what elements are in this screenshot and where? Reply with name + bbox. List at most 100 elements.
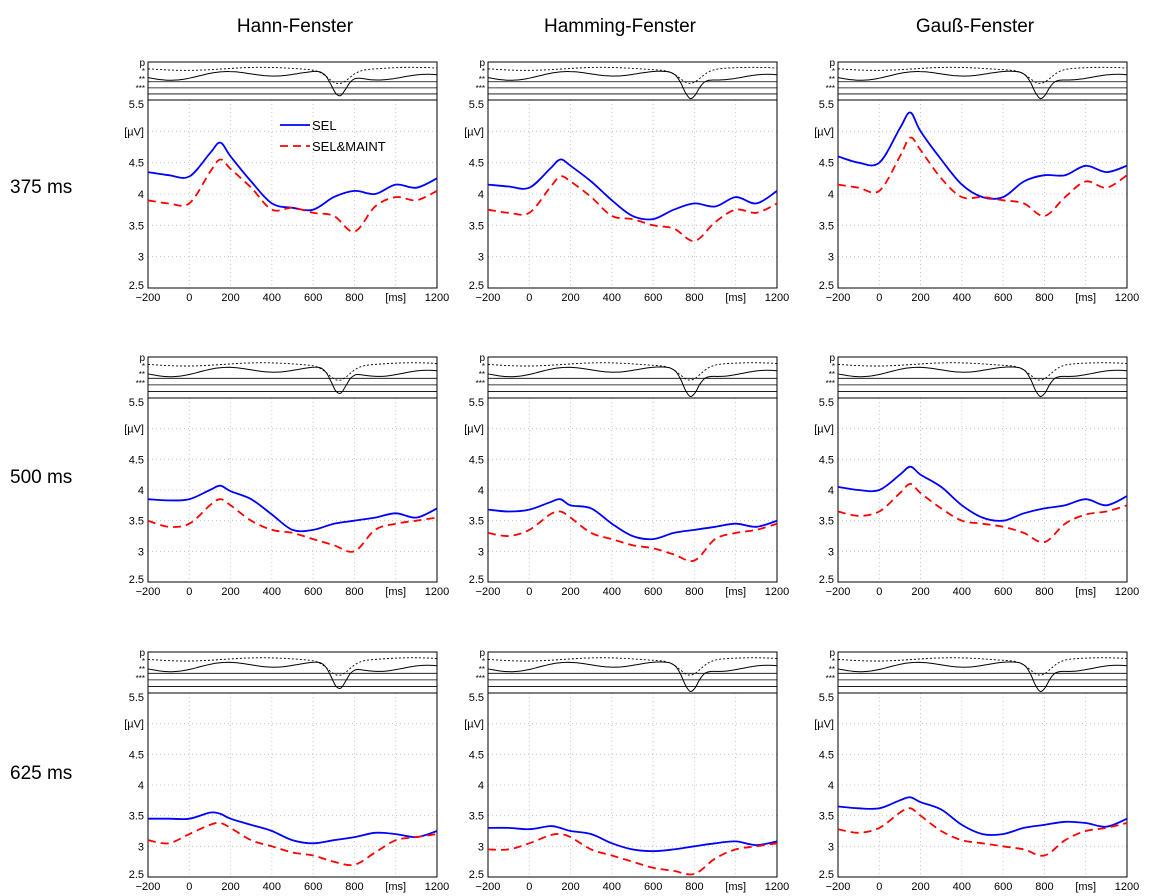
x-tick-label: −200 — [136, 586, 161, 598]
x-tick-label: 1200 — [1115, 292, 1139, 304]
pvalue-label: * — [832, 657, 835, 666]
y-tick-label: 4 — [828, 189, 834, 201]
pvalue-strip: p****** — [476, 353, 778, 399]
y-tick-label: 4.5 — [469, 454, 484, 466]
y-tick-label: 3.5 — [819, 220, 834, 232]
erp-plot: 2.5 3 3.5 4 4.5 [µV] 5.5 −200 0 200 400 600 800 1200 [… — [814, 692, 1139, 893]
y-axis-unit: [µV] — [814, 424, 834, 436]
y-tick-label: 4.5 — [819, 158, 834, 170]
legend: SEL SEL&MAINT — [280, 118, 386, 154]
x-axis-unit: [ms] — [385, 586, 406, 598]
x-tick-label: −200 — [826, 881, 851, 893]
pvalue-strip: p****** — [136, 58, 438, 101]
y-tick-label: 5.5 — [129, 692, 144, 704]
x-tick-label: 400 — [263, 586, 281, 598]
series-sel-line — [837, 796, 1128, 836]
x-tick-label: 600 — [994, 586, 1012, 598]
series-sel-line — [147, 811, 438, 845]
x-tick-label: 200 — [911, 586, 929, 598]
y-tick-label: 2.5 — [469, 869, 484, 881]
pvalue-label: p — [829, 58, 835, 69]
x-axis-unit: [ms] — [1075, 586, 1096, 598]
erp-plot: 2.5 3 3.5 4 4.5 [µV] 5.5 −200 0 200 400 600 800 1200 [… — [464, 692, 789, 893]
pvalue-label: p — [479, 58, 485, 69]
y-tick-label: 5.5 — [819, 99, 834, 111]
plot-frame — [837, 692, 1128, 878]
x-tick-label: 200 — [561, 292, 579, 304]
pvalue-label: ** — [479, 75, 485, 84]
y-tick-label: 3 — [478, 841, 484, 853]
x-tick-label: 600 — [994, 881, 1012, 893]
pvalue-trace-solid — [147, 661, 438, 689]
x-tick-label: 800 — [1035, 292, 1053, 304]
pvalue-strip-frame — [487, 356, 778, 399]
legend-label-sel-maint: SEL&MAINT — [312, 139, 386, 154]
panel-9: p******2.533.544.5[µV]5.5−200 0 200 400 600 8… — [814, 648, 1139, 893]
x-tick-label: −200 — [136, 292, 161, 304]
y-axis-unit: [µV] — [464, 719, 484, 731]
pvalue-strip: p****** — [826, 648, 1128, 694]
series-sel-maint-line — [147, 821, 438, 867]
pvalue-label: *** — [476, 84, 485, 93]
pvalue-label: *** — [826, 84, 835, 93]
panel-7: p******2.533.544.5[µV]5.5−200 0 200 400 600 8… — [124, 648, 449, 893]
y-tick-label: 3 — [138, 841, 144, 853]
erp-plot: 2.5 3 3.5 4 4.5 [µV] 5.5 −200 0 200 400 600 800 1200 [… — [464, 99, 789, 304]
y-tick-label: 5.5 — [129, 397, 144, 409]
pvalue-strip: p****** — [476, 648, 778, 694]
x-tick-label: 1200 — [425, 586, 449, 598]
x-tick-label: 800 — [1035, 881, 1053, 893]
series-sel-line — [487, 825, 778, 853]
pvalue-strip: p****** — [136, 648, 438, 694]
column-title-hamming: Hamming-Fenster — [544, 16, 697, 37]
y-tick-label: 3 — [478, 546, 484, 558]
pvalue-strip-frame — [147, 651, 438, 694]
pvalue-label: * — [482, 362, 485, 371]
y-tick-label: 3 — [828, 546, 834, 558]
y-tick-label: 2.5 — [819, 869, 834, 881]
series-sel-line — [837, 465, 1128, 522]
series-sel-maint-line — [837, 482, 1128, 544]
panel-2: p******2.533.544.5[µV]5.5−200 0 200 400 600 8… — [464, 58, 789, 304]
y-tick-label: 3.5 — [819, 516, 834, 528]
pvalue-label: *** — [136, 674, 145, 683]
x-tick-label: 0 — [876, 881, 882, 893]
panel-8: p******2.533.544.5[µV]5.5−200 0 200 400 600 8… — [464, 648, 789, 893]
x-tick-label: −200 — [826, 292, 851, 304]
x-tick-label: 400 — [953, 292, 971, 304]
pvalue-label: *** — [136, 84, 145, 93]
x-tick-label: 1200 — [765, 292, 789, 304]
y-tick-label: 5.5 — [469, 692, 484, 704]
pvalue-trace-dashed — [487, 657, 778, 676]
y-tick-label: 3.5 — [469, 811, 484, 823]
pvalue-label: * — [142, 67, 145, 76]
y-axis-unit: [µV] — [464, 126, 484, 138]
pvalue-label: p — [829, 648, 835, 659]
plot-frame — [147, 692, 438, 878]
row-label-500: 500 ms — [10, 467, 72, 488]
row-label-625: 625 ms — [10, 763, 72, 784]
pvalue-trace-solid — [487, 661, 778, 693]
plot-frame — [487, 397, 778, 583]
pvalue-trace-solid — [487, 70, 778, 100]
pvalue-trace-solid — [837, 661, 1128, 693]
x-tick-label: 0 — [876, 586, 882, 598]
x-tick-label: 1200 — [765, 586, 789, 598]
erp-plot: 2.5 3 3.5 4 4.5 [µV] 5.5 −200 0 200 400 600 800 1200 [… — [124, 397, 449, 598]
plot-frame — [837, 99, 1128, 289]
x-tick-label: 200 — [911, 292, 929, 304]
pvalue-label: *** — [476, 379, 485, 388]
x-tick-label: 0 — [526, 881, 532, 893]
y-tick-label: 2.5 — [129, 869, 144, 881]
series-sel-maint-line — [837, 136, 1128, 217]
series-sel-line — [147, 484, 438, 533]
plot-frame — [147, 397, 438, 583]
pvalue-trace-dashed — [147, 66, 438, 85]
x-tick-label: 1200 — [1115, 881, 1139, 893]
panel-4: p******2.533.544.5[µV]5.5−200 0 200 400 600 8… — [124, 353, 449, 598]
pvalue-label: * — [832, 67, 835, 76]
series-sel-maint-line — [147, 158, 438, 233]
pvalue-strip: p****** — [136, 353, 438, 399]
y-tick-label: 3 — [138, 252, 144, 264]
y-tick-label: 4.5 — [129, 749, 144, 761]
